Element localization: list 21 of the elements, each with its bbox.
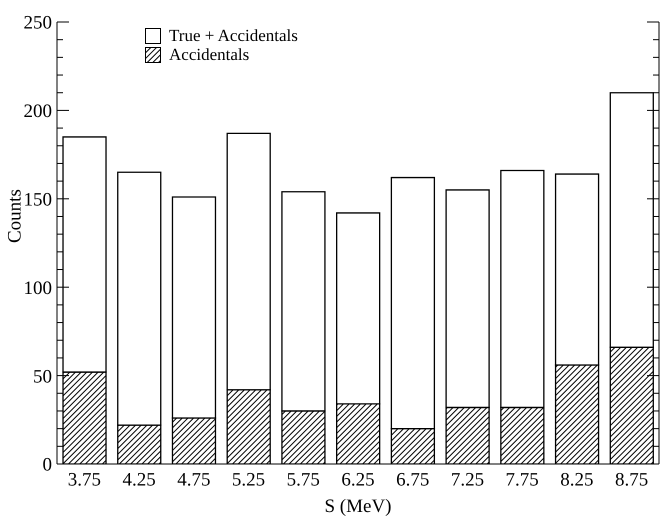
x-tick-label: 5.75 xyxy=(286,469,320,490)
y-tick-label: 0 xyxy=(42,454,52,476)
x-tick-label: 7.25 xyxy=(450,469,484,490)
x-tick-label: 4.25 xyxy=(122,469,156,490)
y-tick-label: 50 xyxy=(33,366,52,388)
y-tick-label: 100 xyxy=(24,278,52,299)
x-axis-title: S (MeV) xyxy=(324,496,392,517)
x-tick-label: 8.25 xyxy=(560,469,594,490)
x-tick-label: 4.75 xyxy=(177,469,210,490)
y-tick-label: 200 xyxy=(24,101,52,122)
legend-label: Accidentals xyxy=(169,44,250,64)
y-tick-label: 250 xyxy=(24,12,52,34)
x-tick-label: 6.25 xyxy=(341,469,375,490)
y-axis-title: Counts xyxy=(4,189,26,243)
y-tick-label: 150 xyxy=(24,189,52,210)
x-tick-label: 6.75 xyxy=(396,469,430,490)
x-tick-label: 7.75 xyxy=(506,469,539,490)
legend-label: True + Accidentals xyxy=(169,26,298,46)
x-tick-label: 5.25 xyxy=(232,469,266,490)
x-tick-label: 3.75 xyxy=(68,469,101,490)
x-tick-label: 8.75 xyxy=(615,469,648,490)
